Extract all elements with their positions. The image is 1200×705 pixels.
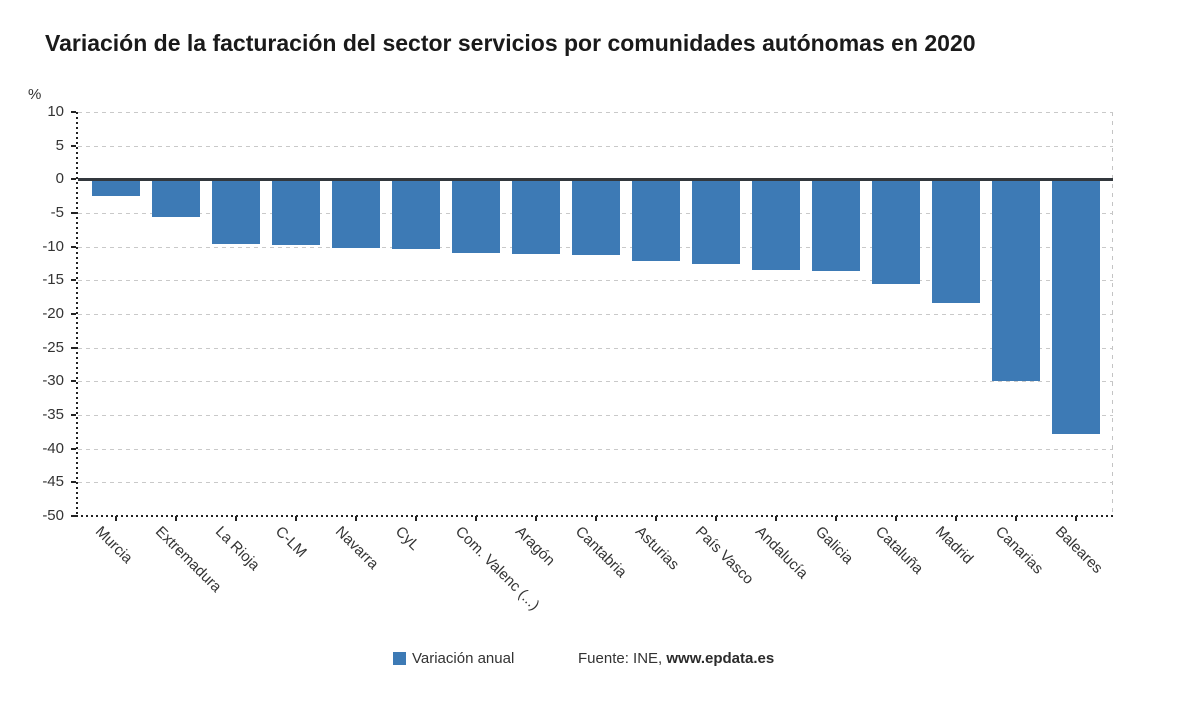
bar-madrid[interactable] (932, 179, 981, 303)
x-axis-label: CyL (391, 523, 423, 554)
y-axis-tick (71, 414, 76, 416)
bar-andaluc-a[interactable] (752, 179, 801, 270)
x-axis-tick (895, 516, 898, 521)
x-axis-label: Navarra (331, 523, 382, 573)
bar-c-lm[interactable] (271, 179, 320, 246)
x-axis-tick (354, 516, 357, 521)
x-axis-label: Murcia (91, 523, 136, 567)
bar-la-rioja[interactable] (211, 179, 260, 244)
y-axis-tick (71, 346, 76, 349)
gridline (78, 112, 1113, 113)
x-axis-line (76, 515, 1113, 517)
bar-galicia[interactable] (812, 179, 861, 271)
gridline (78, 381, 1113, 383)
bar-navarra[interactable] (331, 179, 380, 248)
x-axis-label: La Rioja (211, 523, 263, 574)
gridline (78, 145, 1113, 147)
zero-baseline (78, 177, 1113, 181)
gridline (78, 347, 1113, 349)
y-axis-tick (71, 279, 76, 282)
bar-arag-n[interactable] (511, 179, 560, 255)
bar-murcia[interactable] (91, 179, 140, 197)
x-axis-tick (594, 516, 597, 521)
x-axis-tick (715, 516, 717, 521)
y-axis-tick (71, 481, 76, 484)
x-axis-label: Cataluña (872, 523, 927, 578)
y-axis-tick-label: -10 (42, 237, 64, 255)
x-axis-tick (114, 516, 117, 521)
bar-catalu-a[interactable] (872, 179, 921, 285)
bar-canarias[interactable] (992, 179, 1041, 381)
y-axis-line (76, 112, 78, 516)
y-axis-tick (71, 380, 76, 383)
y-axis-tick (71, 245, 76, 248)
y-axis-tick-label: -25 (42, 338, 64, 356)
y-axis-tick (71, 212, 76, 214)
y-axis-tick (71, 313, 76, 315)
y-axis-tick (71, 447, 76, 450)
x-axis-label: Galicia (812, 523, 857, 568)
y-axis-tick-label: -20 (42, 305, 64, 322)
bar-cantabria[interactable] (571, 179, 620, 256)
x-axis-tick (955, 516, 958, 521)
source-text: Fuente: INE, www.epdata.es (578, 650, 774, 667)
x-axis-label: Madrid (932, 523, 977, 568)
y-axis-tick-label: -5 (50, 204, 64, 221)
y-axis-unit-label: % (28, 86, 42, 103)
y-axis-tick-label: -15 (42, 271, 64, 289)
x-axis-label: Aragón (511, 523, 559, 570)
y-axis-tick-label: -30 (42, 372, 64, 390)
x-axis-tick (234, 516, 237, 521)
gridline (78, 415, 1113, 416)
legend-swatch[interactable] (393, 652, 406, 665)
legend-series-label[interactable]: Variación anual (412, 650, 515, 667)
x-axis-tick (414, 516, 417, 521)
bar-extremadura[interactable] (151, 179, 200, 218)
y-axis-tick-label: -35 (42, 406, 64, 423)
x-axis-tick (1075, 516, 1078, 521)
x-axis-tick (1015, 516, 1018, 521)
gridline (78, 482, 1113, 484)
plot-area: 10 5 0 -5 -10 -15 -20 -25 -30 -35 -40 -45 -50 Murcia E… (42, 103, 1113, 614)
source-link[interactable]: www.epdata.es (666, 650, 775, 667)
y-axis-tick (71, 178, 76, 181)
x-axis-tick (835, 516, 838, 521)
bar-asturias[interactable] (631, 179, 680, 262)
x-axis-label: Baleares (1052, 523, 1107, 577)
x-axis-label: C-LM (271, 523, 310, 561)
y-axis-tick (71, 111, 76, 113)
y-axis-tick-label: 10 (47, 103, 64, 120)
bar-baleares[interactable] (1052, 179, 1101, 434)
y-axis-tick (71, 515, 76, 517)
y-axis-tick-label: -50 (42, 507, 64, 524)
x-axis-label: Canarias (992, 523, 1047, 578)
x-axis-tick (174, 516, 177, 521)
x-axis-label: Andalucía (752, 523, 812, 583)
chart-title: Variación de la facturación del sector s… (45, 30, 976, 56)
y-axis-tick-label: -40 (42, 439, 64, 457)
source-prefix: Fuente: INE, (578, 650, 667, 667)
y-axis-tick-label: 5 (55, 136, 64, 154)
x-axis-label: Asturias (631, 523, 683, 574)
gridline (78, 314, 1113, 315)
bar-com-valenc[interactable] (451, 179, 500, 253)
x-axis-tick (294, 516, 297, 521)
gridline (78, 280, 1113, 282)
x-axis-tick (534, 516, 537, 521)
x-axis-tick (474, 516, 477, 521)
x-axis-label: País Vasco (691, 523, 757, 588)
bar-cyl[interactable] (391, 179, 440, 250)
x-axis-tick (775, 516, 778, 521)
bar-pa-s-vasco[interactable] (692, 179, 740, 265)
y-axis-tick-label: 0 (55, 170, 64, 188)
y-axis-tick (71, 144, 76, 147)
x-axis-tick (654, 516, 657, 521)
gridline (78, 448, 1113, 450)
y-axis-tick-label: -45 (42, 473, 64, 491)
x-axis-label: Cantabria (571, 523, 630, 582)
